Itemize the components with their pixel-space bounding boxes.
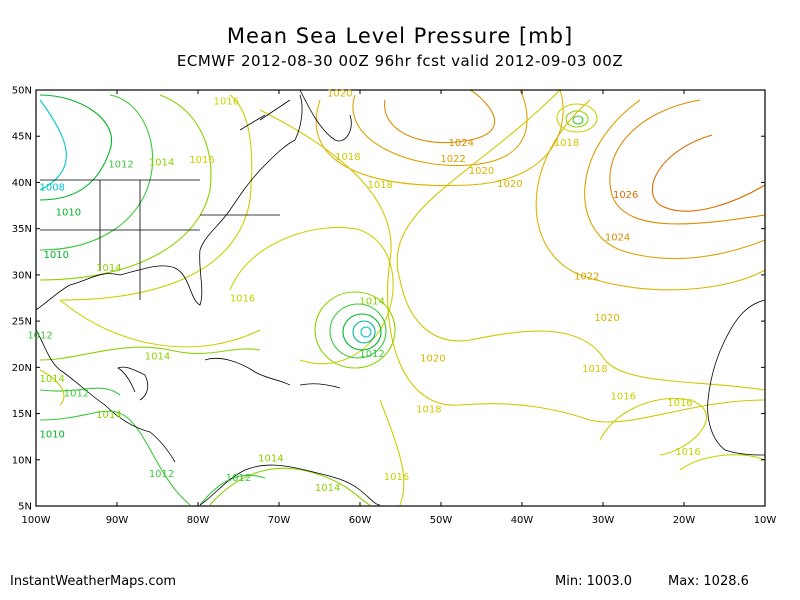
map-title: Mean Sea Level Pressure [mb]: [226, 24, 574, 48]
lat-label: 20N: [12, 363, 32, 374]
isobar-label: 1020: [327, 88, 352, 99]
isobar-lines: [39, 89, 766, 506]
axis-ticks: [35, 89, 766, 507]
lon-label: 50W: [430, 515, 453, 526]
latitude-labels: 50N 45N 40N 35N 30N 25N 20N 15N 10N 5N: [12, 86, 32, 513]
map-subtitle: ECMWF 2012-08-30 00Z 96hr fcst valid 201…: [176, 52, 624, 70]
isobar-label: 1010: [56, 208, 81, 219]
isobar-label: 1024: [605, 232, 630, 243]
isobar-label: 1014: [315, 483, 340, 494]
isobar-label: 1016: [611, 391, 636, 402]
isobar-label: 1018: [368, 180, 393, 191]
max-readout: Max: 1028.6: [668, 574, 749, 589]
max-value: 1028.6: [703, 574, 749, 589]
lon-label: 40W: [511, 515, 534, 526]
lat-label: 15N: [12, 409, 32, 420]
isobar-label: 1012: [359, 349, 384, 360]
lat-label: 35N: [12, 224, 32, 235]
isobar-label: 1008: [39, 183, 64, 194]
isobar-label: 1018: [335, 152, 360, 163]
isobar-label: 1020: [469, 166, 494, 177]
isobar-label: 1014: [39, 374, 64, 385]
lat-label: 5N: [18, 502, 32, 513]
isobar-label: 1014: [96, 263, 121, 274]
isobar-label: 1012: [226, 473, 251, 484]
map-frame: [35, 89, 766, 507]
lon-label: 90W: [106, 515, 129, 526]
isobar-label: 1012: [108, 159, 133, 170]
isobar-label: 1012: [27, 330, 52, 341]
max-label: Max:: [668, 574, 700, 589]
isobar-label: 1016: [384, 472, 409, 483]
isobar-label: 1014: [149, 158, 174, 169]
isobar-label: 1018: [416, 404, 441, 415]
isobar-label: 1016: [675, 447, 700, 458]
isobar-label: 1022: [574, 271, 599, 282]
isobar-label: 1014: [359, 296, 384, 307]
isobar-label: 1016: [230, 294, 255, 305]
isobar-label: 1022: [440, 154, 465, 165]
isobar-label: 1012: [149, 469, 174, 480]
lon-label: 60W: [349, 515, 372, 526]
lat-label: 40N: [12, 178, 32, 189]
isobar-label: 1020: [420, 354, 445, 365]
lat-label: 30N: [12, 270, 32, 281]
min-readout: Min: 1003.0: [555, 574, 632, 589]
isobar-label: 1016: [667, 398, 692, 409]
isobar-label: 1016: [189, 155, 214, 166]
isobar-label: 1020: [594, 313, 619, 324]
min-value: 1003.0: [586, 574, 633, 589]
isobar-label: 1018: [582, 364, 607, 375]
lon-label: 20W: [673, 515, 696, 526]
lon-label: 70W: [268, 515, 291, 526]
lon-label: 100W: [22, 515, 51, 526]
isobar-label: 1014: [145, 352, 170, 363]
longitude-labels: 100W 90W 80W 70W 60W 50W 40W 30W 20W 10W: [22, 515, 777, 526]
min-label: Min:: [555, 574, 583, 589]
isobar-label: 1014: [96, 410, 121, 421]
isobar-label: 1014: [258, 453, 283, 464]
source-credit: InstantWeatherMaps.com: [10, 574, 177, 589]
isobar-label: 1016: [214, 97, 239, 108]
isobar-label: 1020: [497, 179, 522, 190]
contour-labels: 1016 1020 1024 1022 1020 1018 1018 1020 1018 1026…: [27, 88, 700, 494]
isobar-label: 1012: [64, 389, 89, 400]
lat-label: 50N: [12, 86, 32, 97]
isobar-label: 1024: [449, 138, 474, 149]
isobar-label: 1010: [39, 429, 64, 440]
lon-label: 10W: [754, 515, 777, 526]
lon-label: 80W: [187, 515, 210, 526]
lat-label: 10N: [12, 455, 32, 466]
lat-label: 45N: [12, 132, 32, 143]
coastlines: [35, 89, 766, 506]
isobar-label: 1010: [44, 250, 69, 261]
isobar-label: 1018: [554, 138, 579, 149]
isobar-label: 1026: [613, 190, 638, 201]
lon-label: 30W: [592, 515, 615, 526]
lat-label: 25N: [12, 317, 32, 328]
